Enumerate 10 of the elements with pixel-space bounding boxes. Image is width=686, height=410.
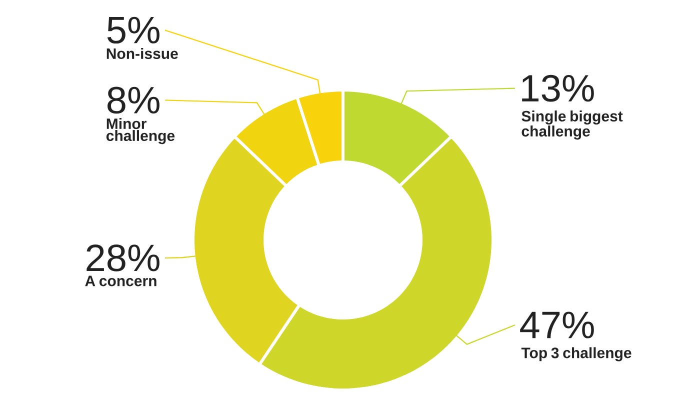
- data-label: 8%: [108, 86, 160, 114]
- data-label: 5%: [107, 16, 160, 44]
- slice-label: Non-issue: [106, 48, 178, 59]
- data-label: 28%: [86, 244, 160, 272]
- slice-label: A concern: [85, 276, 156, 286]
- data-label: 47%: [520, 312, 594, 338]
- slice-label: Minor challenge: [106, 118, 175, 144]
- slice-label: Single biggest challenge: [522, 110, 623, 140]
- slice-label: Top 3 challenge: [521, 347, 632, 362]
- data-label: 13%: [522, 74, 594, 102]
